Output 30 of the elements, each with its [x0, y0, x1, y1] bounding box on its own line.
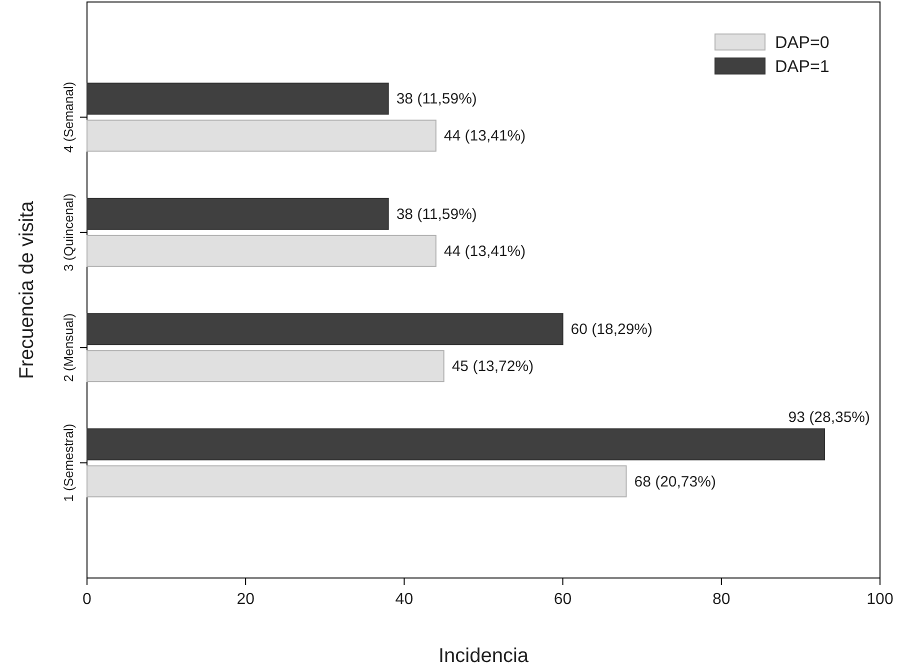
y-tick-label: 3 (Quincenal): [61, 193, 76, 272]
bar: [86, 120, 436, 152]
bar: [86, 465, 627, 498]
data-label: 93 (28,35%): [788, 408, 870, 426]
x-axis-title: Incidencia: [438, 645, 530, 667]
bar: [86, 82, 389, 115]
data-label: 68 (20,73%): [634, 473, 716, 490]
legend-label: DAP=0: [775, 33, 830, 52]
bar: [86, 428, 825, 460]
bar: [86, 350, 444, 382]
data-label: 44 (13,41%): [444, 242, 526, 260]
data-label: 60 (18,29%): [570, 321, 653, 338]
data-label: 45 (13,72%): [452, 358, 534, 376]
y-axis-title: Frecuencia de visita: [16, 200, 38, 379]
legend-label: DAP=1: [775, 57, 830, 76]
x-tick-label: 100: [866, 591, 894, 608]
y-tick-label: 1 (Semestral): [61, 424, 76, 502]
data-label: 44 (13,41%): [444, 128, 526, 145]
bar: [86, 313, 564, 346]
bar: [86, 198, 389, 230]
x-tick-label: 80: [712, 591, 730, 608]
x-tick-label: 40: [395, 591, 414, 608]
bar: [86, 234, 436, 267]
data-label: 38 (11,59%): [396, 90, 477, 108]
data-label: 38 (11,59%): [396, 206, 477, 223]
x-tick-label: 0: [82, 591, 92, 608]
y-tick-label: 4 (Semanal): [61, 82, 76, 153]
y-tick-label: 2 (Mensual): [61, 313, 76, 382]
x-tick-label: 20: [236, 591, 255, 608]
x-tick-label: 60: [554, 591, 572, 608]
